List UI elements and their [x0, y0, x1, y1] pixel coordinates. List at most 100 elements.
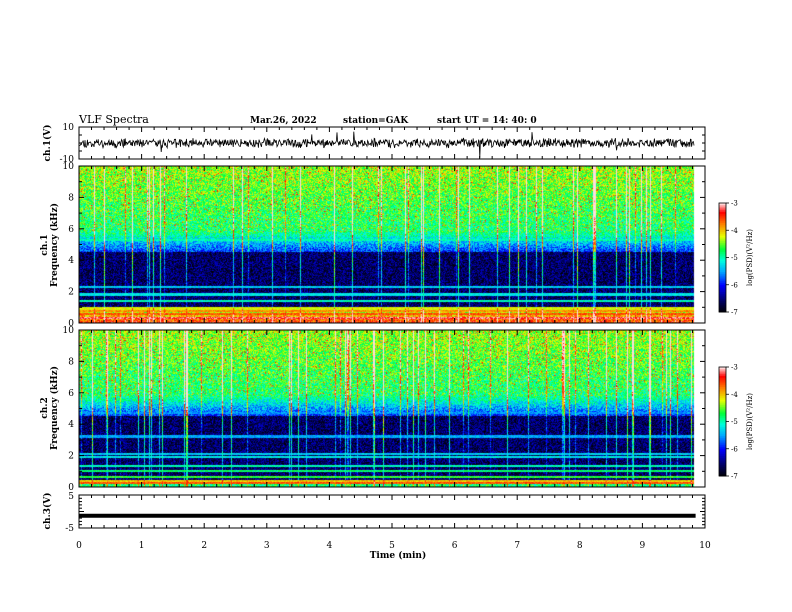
colorbar-swatch [719, 297, 726, 300]
colorbar-swatch [719, 293, 726, 297]
colorbar-swatch [719, 237, 726, 240]
colorbar-swatch [719, 426, 726, 430]
colorbar-swatch [719, 406, 726, 410]
colorbar-swatch [719, 259, 726, 262]
colorbar-swatch [719, 399, 726, 403]
colorbar-swatch [719, 219, 726, 222]
colorbar-swatch [719, 212, 726, 215]
colorbar-swatch [719, 250, 726, 253]
colorbar-swatch [719, 397, 726, 401]
colorbar-swatch [719, 381, 726, 384]
colorbar-tick-label: -7 [731, 309, 738, 317]
x-tick-label: 4 [327, 541, 333, 551]
colorbar-swatch [719, 226, 726, 229]
colorbar-swatch [719, 290, 726, 293]
colorbar-swatch [719, 204, 726, 208]
colorbar-swatch [719, 273, 726, 277]
x-tick-label: 6 [452, 541, 458, 551]
x-tick-label: 9 [640, 541, 646, 551]
colorbar-swatch [719, 470, 726, 473]
colorbar-swatch [719, 302, 726, 306]
colorbar-swatch [719, 308, 726, 311]
colorbar-swatch [719, 262, 726, 266]
colorbar-swatch [719, 437, 726, 441]
colorbar-swatch [719, 430, 726, 433]
ch1-label: ch.1 [40, 234, 50, 255]
ch3-waveform-ylabel: ch.3(V) [42, 493, 53, 530]
colorbar-swatch [719, 452, 726, 455]
colorbar-swatch [719, 228, 726, 231]
colorbar-swatch [719, 392, 726, 395]
colorbar-swatch [719, 383, 726, 386]
colorbar-swatch [719, 441, 726, 444]
colorbar-swatch [719, 457, 726, 461]
colorbar-swatch [719, 235, 726, 239]
x-tick-label: 10 [699, 541, 711, 551]
colorbar-swatch [719, 423, 726, 426]
colorbar-swatch [719, 248, 726, 251]
ch1-spectrogram-image [79, 166, 705, 323]
ch1-ytick-bottom: -10 [60, 155, 75, 165]
colorbar-tick-label: -5 [731, 254, 738, 262]
ch2-spectrogram-panel: 0 2 4 6 8 10 ch.2 Frequency (kHz) [40, 326, 706, 493]
colorbar-swatch [719, 279, 726, 282]
colorbar-swatch [719, 405, 726, 408]
y-tick-label: 4 [68, 420, 74, 430]
y-tick-label: 8 [68, 193, 74, 203]
colorbar-swatch [719, 255, 726, 258]
colorbar-swatch [719, 230, 726, 233]
colorbar-swatch [719, 432, 726, 435]
ch2-label: ch.2 [40, 397, 50, 418]
colorbar-swatch [719, 472, 726, 475]
colorbar-swatch [719, 208, 726, 211]
colorbar-swatch [719, 272, 726, 275]
colorbar-swatch [719, 270, 726, 273]
x-tick-label: 2 [201, 541, 207, 551]
colorbar-swatch [719, 241, 726, 244]
station-label: station=GAK [343, 116, 409, 126]
colorbar-swatch [719, 443, 726, 446]
colorbar-swatch [719, 370, 726, 373]
colorbar-tick-label: -6 [731, 445, 738, 453]
x-tick-label: 0 [76, 541, 82, 551]
x-tick-label: 1 [139, 541, 145, 551]
start-ut-label: start UT = 14: 40: 0 [437, 116, 537, 126]
colorbar-swatch [719, 448, 726, 452]
colorbar-swatch [719, 239, 726, 242]
colorbar-swatch [719, 215, 726, 219]
y-tick-label: 10 [63, 162, 75, 172]
colorbar-swatch [719, 266, 726, 269]
y-tick-label: 2 [68, 452, 74, 462]
colorbar-swatch [719, 277, 726, 280]
y-tick-label: 0 [68, 483, 74, 493]
colorbar-swatch [719, 222, 726, 226]
colorbar-swatch [719, 368, 726, 372]
colorbar-swatch [719, 421, 726, 424]
colorbar-swatch [719, 374, 726, 377]
colorbar-swatch [719, 261, 726, 264]
colorbar-swatch [719, 301, 726, 304]
colorbar-swatch [719, 372, 726, 375]
colorbar-swatch [719, 217, 726, 220]
colorbar-swatch [719, 210, 726, 213]
x-tick-label: 7 [514, 541, 520, 551]
colorbar-label: log(PSD)(V²/Hz) [746, 393, 754, 450]
colorbar-swatch [719, 445, 726, 448]
colorbar-swatch [719, 410, 726, 413]
y-tick-label: 2 [68, 288, 74, 298]
ch3-ytick-bottom: -5 [65, 524, 74, 534]
colorbar-swatch [719, 282, 726, 286]
x-tick-label: 5 [389, 541, 395, 551]
colorbar-swatch [719, 221, 726, 224]
colorbar-swatch [719, 244, 726, 248]
colorbar-tick-label: -5 [731, 418, 738, 426]
colorbar-swatch [719, 416, 726, 419]
colorbar-tick-label: -3 [731, 200, 738, 208]
colorbar-swatch [719, 299, 726, 302]
colorbar-swatch [719, 403, 726, 406]
colorbar-swatch [719, 401, 726, 404]
colorbar-swatch [719, 295, 726, 298]
colorbar-swatch [719, 436, 726, 439]
colorbar-swatch [719, 386, 726, 390]
